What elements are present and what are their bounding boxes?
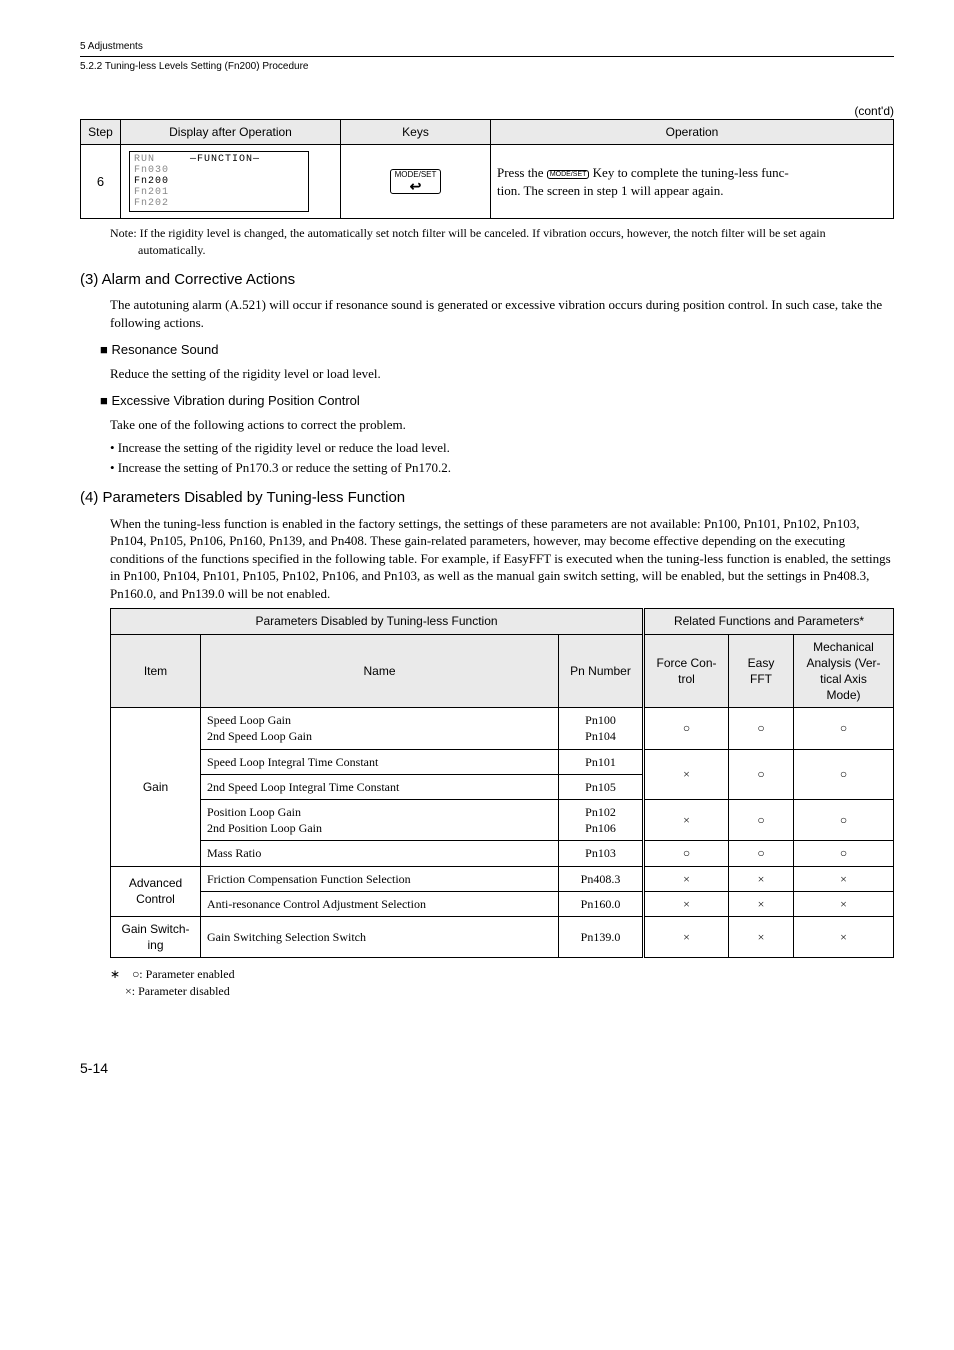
section-label: 5.2.2 Tuning-less Levels Setting (Fn200)…: [80, 60, 894, 74]
force-5: ×: [644, 866, 729, 891]
footnote-line2: ×: Parameter disabled: [125, 984, 230, 998]
force-1: ×: [644, 749, 729, 799]
pn-1: Pn101: [559, 749, 644, 774]
item-gainswitch: Gain Switch- ing: [111, 916, 201, 957]
th-step: Step: [81, 120, 121, 145]
modeset-key-icon: MODE/SET ↩: [390, 169, 442, 194]
keys-cell: MODE/SET ↩: [341, 145, 491, 219]
easy-4: ○: [729, 841, 794, 866]
footnote-line1: ○: Parameter enabled: [132, 967, 235, 981]
lcd-line2: Fn030: [134, 165, 169, 176]
name-7: Gain Switching Selection Switch: [201, 916, 559, 957]
lcd-line5: Fn202: [134, 198, 169, 209]
pn-4: Pn103: [559, 841, 644, 866]
th-group-right: Related Functions and Parameters*: [644, 609, 894, 634]
vibration-heading: Excessive Vibration during Position Cont…: [100, 392, 894, 410]
easy-7: ×: [729, 916, 794, 957]
easy-1: ○: [729, 749, 794, 799]
op-text-c: tion. The screen in step 1 will appear a…: [497, 183, 723, 198]
pn-6: Pn160.0: [559, 891, 644, 916]
th-item: Item: [111, 634, 201, 708]
easy-6: ×: [729, 891, 794, 916]
mech-6: ×: [794, 891, 894, 916]
pn-5: Pn408.3: [559, 866, 644, 891]
force-0: ○: [644, 708, 729, 749]
key-label-inline: MODE/SET: [550, 171, 587, 178]
key-arrow-icon: ↩: [410, 178, 422, 194]
section-3-title: (3) Alarm and Corrective Actions: [80, 270, 894, 290]
th-display: Display after Operation: [121, 120, 341, 145]
name-2: 2nd Speed Loop Integral Time Constant: [201, 774, 559, 799]
chapter-label: 5 Adjustments: [80, 40, 894, 54]
op-text-b: Key to complete the tuning-less func-: [593, 165, 789, 180]
resonance-heading: Resonance Sound: [100, 341, 894, 359]
easy-3: ○: [729, 800, 794, 841]
force-4: ○: [644, 841, 729, 866]
step-cell: 6: [81, 145, 121, 219]
params-table: Parameters Disabled by Tuning-less Funct…: [110, 608, 894, 958]
lcd-line1b: —FUNCTION—: [190, 154, 260, 165]
divider: [80, 56, 894, 57]
name-6: Anti-resonance Control Adjustment Select…: [201, 891, 559, 916]
item-gain: Gain: [111, 708, 201, 866]
pn-0: Pn100 Pn104: [559, 708, 644, 749]
page-number: 5-14: [80, 1059, 894, 1078]
th-keys: Keys: [341, 120, 491, 145]
vibration-body: Take one of the following actions to cor…: [110, 416, 894, 434]
pn-7: Pn139.0: [559, 916, 644, 957]
pn-3: Pn102 Pn106: [559, 800, 644, 841]
th-operation: Operation: [491, 120, 894, 145]
easy-5: ×: [729, 866, 794, 891]
operation-cell: Press the MODE/SET Key to complete the t…: [491, 145, 894, 219]
item-advanced: Advanced Control: [111, 866, 201, 916]
lcd-line4: Fn201: [134, 187, 169, 198]
modeset-key-icon-inline: MODE/SET: [547, 170, 590, 179]
th-pn: Pn Number: [559, 634, 644, 708]
mech-7: ×: [794, 916, 894, 957]
mech-1: ○: [794, 749, 894, 799]
mech-5: ×: [794, 866, 894, 891]
resonance-body: Reduce the setting of the rigidity level…: [110, 365, 894, 383]
name-3: Position Loop Gain 2nd Position Loop Gai…: [201, 800, 559, 841]
footnote-star: ∗: [110, 967, 120, 981]
th-group-left: Parameters Disabled by Tuning-less Funct…: [111, 609, 644, 634]
mech-0: ○: [794, 708, 894, 749]
bullet-1: • Increase the setting of the rigidity l…: [110, 439, 894, 457]
easy-0: ○: [729, 708, 794, 749]
lcd-screen: RUN —FUNCTION— Fn030 Fn200 Fn201 Fn202: [129, 151, 309, 212]
operation-table: Step Display after Operation Keys Operat…: [80, 119, 894, 219]
section-4-title: (4) Parameters Disabled by Tuning-less F…: [80, 488, 894, 508]
name-1: Speed Loop Integral Time Constant: [201, 749, 559, 774]
force-6: ×: [644, 891, 729, 916]
display-cell: RUN —FUNCTION— Fn030 Fn200 Fn201 Fn202: [121, 145, 341, 219]
force-7: ×: [644, 916, 729, 957]
section-4-body: When the tuning-less function is enabled…: [110, 515, 894, 603]
footnote: ∗ ○: Parameter enabled ×: Parameter disa…: [110, 966, 894, 998]
mech-4: ○: [794, 841, 894, 866]
bullet-2: • Increase the setting of Pn170.3 or red…: [110, 459, 894, 477]
name-4: Mass Ratio: [201, 841, 559, 866]
th-mech: Mechanical Analysis (Ver- tical Axis Mod…: [794, 634, 894, 708]
th-easy: Easy FFT: [729, 634, 794, 708]
lcd-line3: Fn200: [134, 176, 169, 187]
th-force: Force Con- trol: [644, 634, 729, 708]
note-text: Note: If the rigidity level is changed, …: [110, 225, 894, 257]
section-3-body: The autotuning alarm (A.521) will occur …: [110, 296, 894, 331]
op-text-a: Press the: [497, 165, 547, 180]
pn-2: Pn105: [559, 774, 644, 799]
lcd-line1a: RUN: [134, 154, 155, 165]
continued-label: (cont'd): [80, 103, 894, 119]
name-5: Friction Compensation Function Selection: [201, 866, 559, 891]
th-name: Name: [201, 634, 559, 708]
mech-3: ○: [794, 800, 894, 841]
name-0: Speed Loop Gain 2nd Speed Loop Gain: [201, 708, 559, 749]
force-3: ×: [644, 800, 729, 841]
